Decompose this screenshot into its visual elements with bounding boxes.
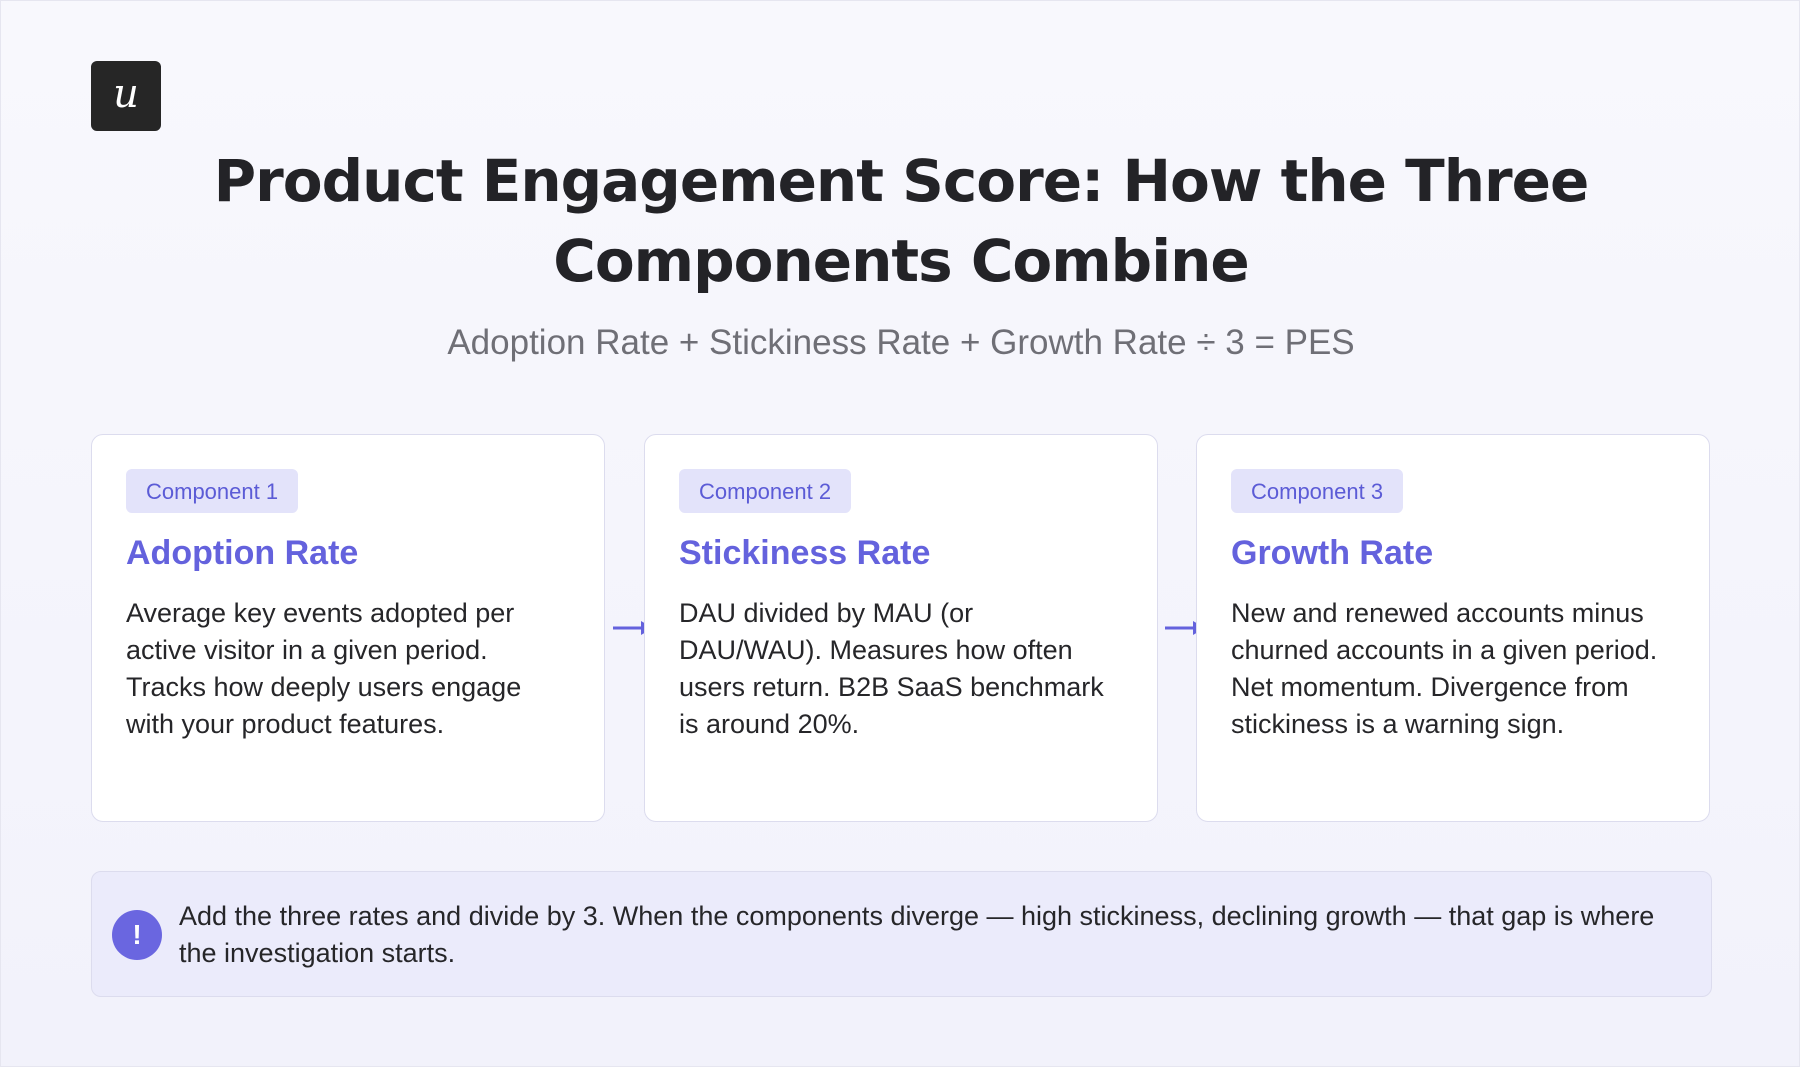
formula-subtitle: Adoption Rate + Stickiness Rate + Growth… — [447, 323, 1355, 362]
logo-glyph: u — [113, 76, 139, 116]
page-title: Product Engagement Score: How the Three … — [213, 147, 1590, 295]
component-card-growth: Component 3 Growth Rate New and renewed … — [1196, 434, 1710, 822]
component-title: Stickiness Rate — [679, 534, 931, 572]
brand-logo-icon: u — [91, 61, 161, 131]
component-title: Adoption Rate — [126, 534, 359, 572]
svg-text:u: u — [113, 76, 139, 116]
component-badge: Component 1 — [126, 469, 299, 513]
component-title: Growth Rate — [1231, 534, 1434, 572]
component-card-adoption: Component 1 Adoption Rate Average key ev… — [91, 434, 605, 822]
component-badge: Component 2 — [679, 469, 852, 513]
component-card-stickiness: Component 2 Stickiness Rate DAU divided … — [644, 434, 1158, 822]
exclamation-circle-icon: ! — [112, 910, 162, 960]
component-description: New and renewed accounts minus churned a… — [1231, 598, 1658, 739]
component-description: DAU divided by MAU (or DAU/WAU). Measure… — [679, 598, 1104, 739]
callout-text: Add the three rates and divide by 3. Whe… — [179, 901, 1655, 968]
component-badge: Component 3 — [1231, 469, 1404, 513]
component-description: Average key events adopted per active vi… — [126, 598, 522, 739]
callout-note: ! Add the three rates and divide by 3. W… — [91, 871, 1712, 997]
